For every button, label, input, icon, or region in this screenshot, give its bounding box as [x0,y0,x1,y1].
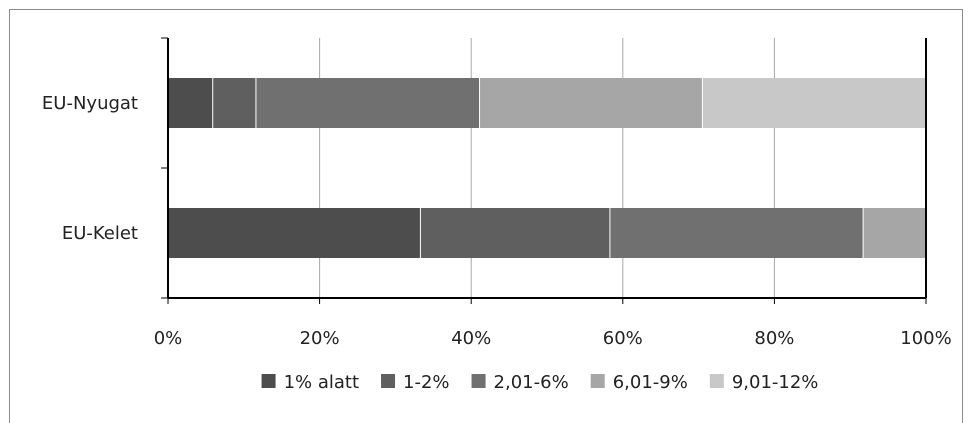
bar-segment [479,78,703,128]
legend-swatch [471,374,486,388]
legend-swatch [590,374,605,388]
bar-segment [168,208,421,258]
legend-label: 9,01-12% [732,372,819,393]
category-label: EU-Kelet [62,223,138,244]
legend-swatch [261,374,276,388]
axes [161,37,927,304]
legend-label: 2,01-6% [494,372,569,393]
legend-label: 6,01-9% [613,372,688,393]
x-tick-label: 40% [451,328,491,349]
x-tick-label: 100% [900,328,951,349]
labels: 0% 20% 40% 60% 80% 100% EU-Nyugat EU-Kelet [42,93,952,349]
legend-label: 1% alatt [284,372,359,393]
legend: 1% alatt 1-2% 2,01-6% 6,01-9% 9,01-12% [261,372,819,393]
x-tick-label: 0% [154,328,183,349]
legend-label: 1-2% [403,372,450,393]
bar-segment [168,78,213,128]
bar-segment [609,208,864,258]
x-tick-label: 80% [754,328,794,349]
chart-frame [9,9,963,423]
category-label: EU-Nyugat [42,93,138,114]
legend-swatch [381,374,396,388]
bars [168,78,926,258]
bar-segment [420,208,610,258]
x-tick-label: 60% [603,328,643,349]
gridlines [319,38,927,298]
bar-segment [702,78,926,128]
x-tick-label: 20% [300,328,340,349]
bar-segment [212,78,256,128]
bar-segment [863,208,926,258]
bar-segment [255,78,480,128]
legend-swatch [709,374,724,388]
